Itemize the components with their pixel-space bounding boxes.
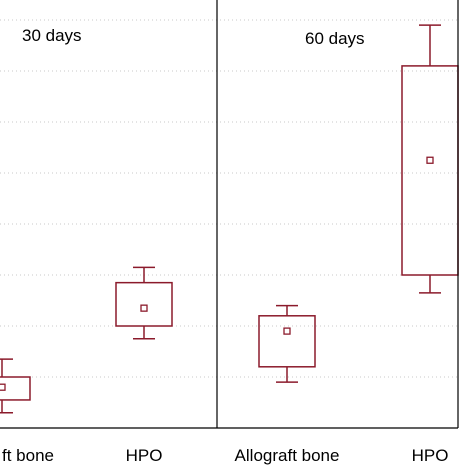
- panel-title-60-days: 60 days: [305, 29, 365, 48]
- median-marker: [426, 156, 434, 164]
- box-hpo: [115, 266, 173, 340]
- median-marker: [140, 304, 148, 312]
- box-hpo: [401, 24, 459, 294]
- x-tick-label: ft bone: [2, 446, 54, 465]
- panel-title-30-days: 30 days: [22, 26, 82, 45]
- box-allograft-bone: [0, 358, 31, 414]
- x-tick-label: HPO: [126, 446, 163, 465]
- box-iqr: [258, 315, 316, 368]
- median-marker: [283, 327, 291, 335]
- box-iqr: [401, 65, 459, 276]
- box-allograft-bone: [258, 304, 316, 383]
- box-iqr: [115, 281, 173, 327]
- x-tick-label: Allograft bone: [235, 446, 340, 465]
- gridlines: [0, 19, 458, 429]
- x-tick-label: HPO: [412, 446, 449, 465]
- box-iqr: [0, 376, 31, 401]
- median-marker: [0, 383, 6, 391]
- box-series: [0, 24, 459, 414]
